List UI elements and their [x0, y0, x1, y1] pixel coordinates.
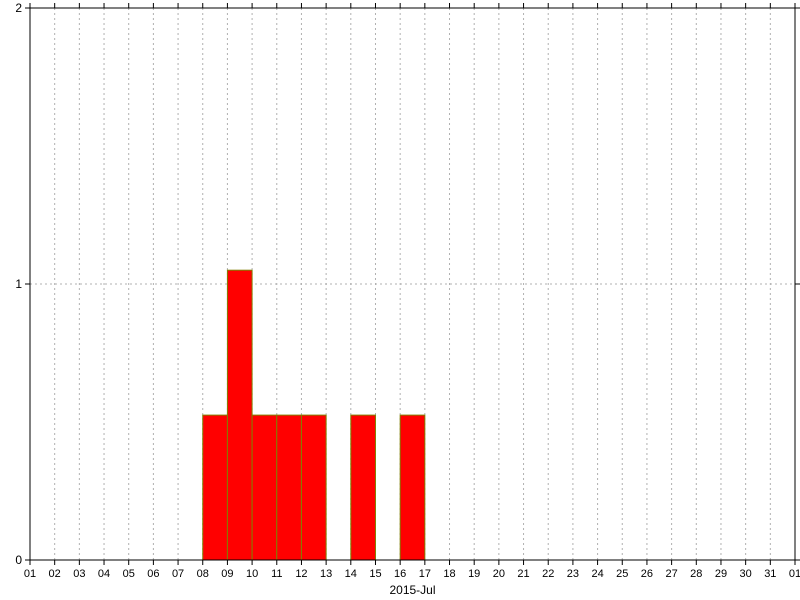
x-tick-label: 31	[764, 568, 776, 580]
x-tick-label: 28	[690, 568, 702, 580]
y-tick-label: 2	[15, 1, 22, 15]
y-tick-label: 0	[15, 553, 22, 567]
x-tick-label: 21	[517, 568, 529, 580]
bar	[301, 415, 326, 560]
bar-chart: 0102030405060708091011121314151617181920…	[0, 0, 800, 600]
x-tick-label: 17	[419, 568, 431, 580]
x-tick-label: 04	[98, 568, 110, 580]
x-tick-label: 23	[567, 568, 579, 580]
bar	[203, 415, 228, 560]
bar	[400, 415, 425, 560]
x-tick-label: 30	[740, 568, 752, 580]
x-tick-label: 22	[542, 568, 554, 580]
x-tick-label: 26	[641, 568, 653, 580]
x-tick-label: 03	[73, 568, 85, 580]
x-tick-label: 18	[443, 568, 455, 580]
bar	[351, 415, 376, 560]
x-tick-label: 11	[271, 568, 282, 580]
x-tick-label: 01	[24, 568, 36, 580]
x-tick-label: 20	[493, 568, 505, 580]
x-tick-label: 13	[320, 568, 332, 580]
bar	[252, 415, 277, 560]
x-tick-label: 10	[246, 568, 258, 580]
x-tick-label: 09	[221, 568, 233, 580]
x-tick-label: 19	[468, 568, 480, 580]
y-tick-label: 1	[15, 277, 22, 291]
x-tick-label: 29	[715, 568, 727, 580]
bar	[227, 270, 252, 560]
x-tick-label: 05	[123, 568, 135, 580]
x-tick-label: 15	[369, 568, 381, 580]
x-axis-title: 2015-Jul	[389, 583, 435, 597]
x-tick-label: 24	[591, 568, 603, 580]
x-tick-label: 16	[394, 568, 406, 580]
x-tick-label: 06	[147, 568, 159, 580]
x-tick-label: 01	[789, 568, 800, 580]
bar	[277, 415, 302, 560]
x-tick-label: 14	[345, 568, 357, 580]
x-tick-label: 02	[49, 568, 61, 580]
x-tick-label: 07	[172, 568, 184, 580]
x-tick-label: 25	[616, 568, 628, 580]
chart-container: 0102030405060708091011121314151617181920…	[0, 0, 800, 600]
x-tick-label: 08	[197, 568, 209, 580]
x-tick-label: 27	[665, 568, 677, 580]
x-tick-label: 12	[295, 568, 307, 580]
